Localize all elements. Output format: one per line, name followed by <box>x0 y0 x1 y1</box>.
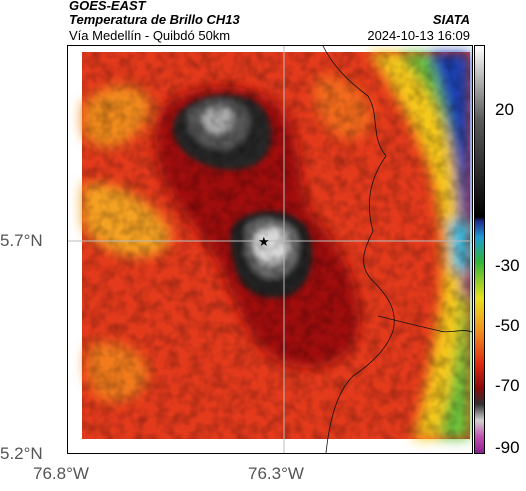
colorbar-tick-label: 20 <box>495 100 514 119</box>
map-frame: ★ <box>67 45 473 454</box>
route-subtitle: Vía Medellín - Quibdó 50km <box>69 28 231 43</box>
brightness-temperature-map: ★ <box>68 46 472 453</box>
colorbar-tick-label: -50 <box>495 316 520 335</box>
colorbar-tick-label: -30 <box>495 256 520 275</box>
y-tick-label: 5.2°N <box>0 444 43 463</box>
colorbar-tick-label: -70 <box>495 376 520 395</box>
colorbar-gradient <box>475 46 484 453</box>
satellite-title: GOES-EAST <box>69 0 146 13</box>
colorbar-tick-label: -90 <box>495 438 520 457</box>
department-boundary <box>322 46 395 453</box>
texture-overlay <box>82 52 470 439</box>
x-tick-label: 76.3°W <box>248 464 304 483</box>
x-tick-label: 76.8°W <box>33 464 89 483</box>
department-boundary <box>377 315 472 333</box>
colorbar <box>474 45 485 454</box>
product-title: Temperatura de Brillo CH13 <box>69 12 240 27</box>
y-tick-label: 5.7°N <box>0 231 43 250</box>
timestamp-label: 2024-10-13 16:09 <box>367 28 470 43</box>
agency-label: SIATA <box>432 12 470 27</box>
location-star-icon: ★ <box>258 235 270 250</box>
